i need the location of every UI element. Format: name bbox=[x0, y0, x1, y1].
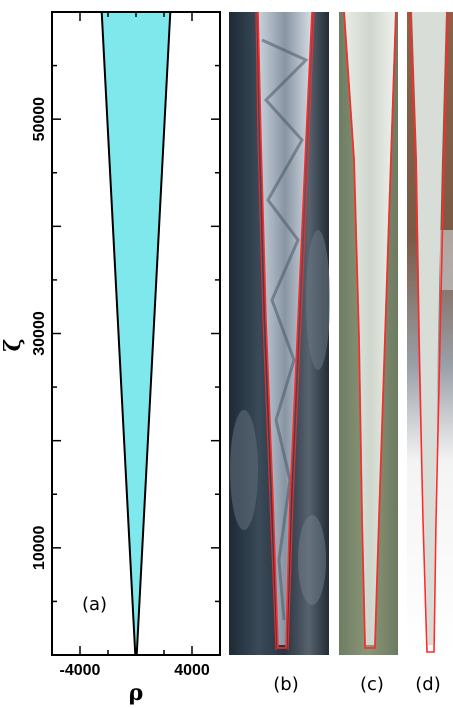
tick-labels: 10000 30000 50000 -4000 4000 bbox=[31, 97, 210, 679]
y-tick-label: 30000 bbox=[31, 311, 48, 356]
y-tick-label: 10000 bbox=[31, 525, 48, 570]
trace-c bbox=[343, 11, 397, 649]
axis-ticks bbox=[52, 12, 220, 655]
x-tick-label: -4000 bbox=[60, 662, 101, 679]
y-axis-label: ζ bbox=[0, 338, 26, 351]
panel-c-label: (c) bbox=[360, 674, 384, 695]
x-tick-label: 4000 bbox=[174, 662, 210, 679]
icicle-b bbox=[258, 12, 312, 645]
icicle-c bbox=[345, 12, 395, 645]
photo-b bbox=[229, 11, 330, 655]
photo-d bbox=[407, 11, 453, 655]
cone-area-layer bbox=[100, 11, 172, 656]
panel-d-label: (d) bbox=[415, 674, 440, 695]
panel-b-label: (b) bbox=[273, 674, 298, 695]
trace-d bbox=[409, 11, 449, 653]
cone-area bbox=[100, 11, 172, 656]
trace-b bbox=[257, 11, 313, 649]
plot-area: 10000 30000 50000 -4000 4000 bbox=[31, 11, 221, 679]
x-axis-label: ρ bbox=[129, 680, 144, 706]
panel-a-label: (a) bbox=[82, 594, 107, 615]
icicle-d bbox=[412, 12, 446, 645]
photo-c bbox=[339, 11, 398, 655]
y-tick-label: 50000 bbox=[31, 97, 48, 142]
